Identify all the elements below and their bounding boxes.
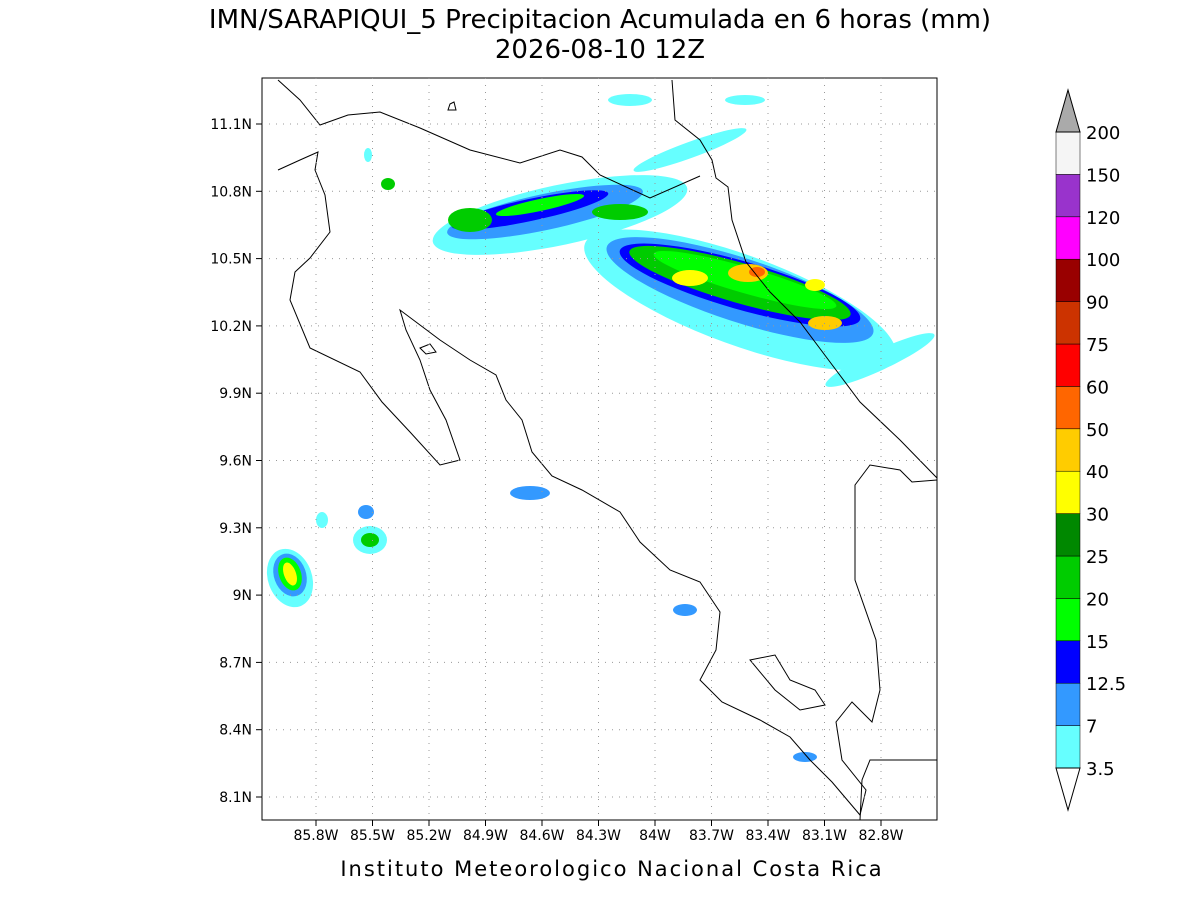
colorbar-box	[1055, 555, 1081, 599]
colorbar-label: 200	[1086, 123, 1120, 144]
colorbar-label: 25	[1086, 547, 1109, 568]
map-frame	[261, 77, 938, 821]
colorbar-over	[1055, 88, 1081, 133]
colorbar-label: 100	[1086, 250, 1120, 271]
lat-label: 10.5N	[210, 252, 252, 268]
colorbar-label: 60	[1086, 377, 1109, 398]
colorbar-label: 90	[1086, 293, 1109, 314]
precipitation	[266, 94, 935, 762]
lon-label: 85.5W	[350, 828, 395, 844]
colorbar-label: 3.5	[1086, 759, 1115, 780]
colorbar-label: 15	[1086, 632, 1109, 653]
lat-label: 8.4N	[219, 723, 252, 739]
lat-label: 9.9N	[219, 386, 252, 402]
subtitle: 2026-08-10 12Z	[495, 35, 705, 65]
colorbar-box	[1055, 301, 1081, 345]
colorbar-box	[1055, 682, 1081, 726]
precip-band	[432, 94, 935, 387]
colorbar-box	[1055, 343, 1081, 387]
colorbar-under	[1055, 767, 1081, 812]
lat-label: 9.3N	[219, 521, 252, 537]
colorbar-box	[1055, 174, 1081, 218]
colorbar-box	[1055, 216, 1081, 260]
lon-label: 84.3W	[576, 828, 621, 844]
colorbar-box	[1055, 258, 1081, 302]
lon-label: 84.6W	[519, 828, 564, 844]
lat-label: 9N	[233, 588, 252, 604]
lon-label: 83.1W	[802, 828, 847, 844]
lat-label: 9.6N	[219, 454, 252, 470]
coastline	[277, 79, 937, 820]
footer: Instituto Meteorologico Nacional Costa R…	[340, 857, 883, 881]
lon-label: 84.9W	[463, 828, 508, 844]
colorbar-label: 20	[1086, 589, 1109, 610]
colorbar-label: 7	[1086, 717, 1097, 738]
colorbar-label: 12.5	[1086, 674, 1126, 695]
lon-label: 83.4W	[745, 828, 790, 844]
colorbar-label: 40	[1086, 462, 1109, 483]
colorbar-label: 30	[1086, 505, 1109, 526]
colorbar-box	[1055, 640, 1081, 684]
colorbar-label: 120	[1086, 208, 1120, 229]
colorbar-box	[1055, 131, 1081, 175]
lat-label: 10.2N	[210, 319, 252, 335]
colorbar-label: 150	[1086, 165, 1120, 186]
colorbar-box	[1055, 725, 1081, 769]
colorbar-label: 50	[1086, 420, 1109, 441]
colorbar-label: 75	[1086, 335, 1109, 356]
map	[261, 77, 938, 821]
lon-label: 82.8W	[858, 828, 903, 844]
lon-label: 85.8W	[293, 828, 338, 844]
colorbar-box	[1055, 470, 1081, 514]
lon-label: 83.7W	[689, 828, 734, 844]
lon-label: 84W	[639, 828, 671, 844]
lat-label: 11.1N	[210, 117, 252, 133]
colorbar-box	[1055, 386, 1081, 430]
lat-label: 8.7N	[219, 655, 252, 671]
lat-label: 10.8N	[210, 184, 252, 200]
lat-label: 8.1N	[219, 790, 252, 806]
colorbar-box	[1055, 428, 1081, 472]
lon-label: 85.2W	[406, 828, 451, 844]
colorbar-box	[1055, 513, 1081, 557]
title: IMN/SARAPIQUI_5 Precipitacion Acumulada …	[209, 5, 991, 35]
colorbar-box	[1055, 598, 1081, 642]
precip-cells	[266, 148, 817, 762]
